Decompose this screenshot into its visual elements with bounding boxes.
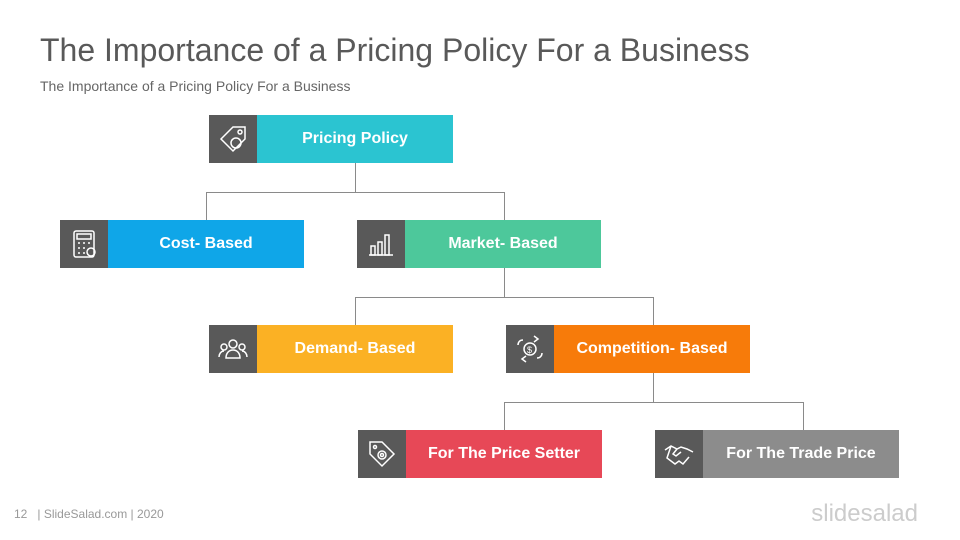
- footer-text: | SlideSalad.com | 2020: [37, 507, 164, 521]
- node-label: Competition- Based: [554, 325, 750, 373]
- connector: [504, 402, 505, 430]
- node-demand-based: Demand- Based: [209, 325, 453, 373]
- connector: [206, 192, 505, 193]
- node-label: Market- Based: [405, 220, 601, 268]
- node-label: Cost- Based: [108, 220, 304, 268]
- node-label: For The Price Setter: [406, 430, 602, 478]
- node-label: Demand- Based: [257, 325, 453, 373]
- connector: [504, 268, 505, 297]
- handshake-icon: [655, 430, 703, 478]
- connector: [653, 373, 654, 402]
- node-pricing-policy: Pricing Policy: [209, 115, 453, 163]
- people-group-icon: [209, 325, 257, 373]
- brand-logo: slidesalad: [811, 500, 918, 527]
- connector: [653, 297, 654, 325]
- svg-text:$: $: [527, 345, 532, 355]
- node-label: Pricing Policy: [257, 115, 453, 163]
- slide-title: The Importance of a Pricing Policy For a…: [40, 32, 750, 68]
- bar-chart-icon: [357, 220, 405, 268]
- connector: [504, 402, 804, 403]
- node-price-setter: For The Price Setter: [358, 430, 602, 478]
- tag-gear-icon: [358, 430, 406, 478]
- connector: [803, 402, 804, 430]
- connector: [355, 163, 356, 192]
- calculator-icon: [60, 220, 108, 268]
- money-exchange-icon: $: [506, 325, 554, 373]
- node-market-based: Market- Based: [357, 220, 601, 268]
- connector: [355, 297, 654, 298]
- node-competition-based: $ Competition- Based: [506, 325, 750, 373]
- page-number: 12: [14, 507, 28, 521]
- node-trade-price: For The Trade Price: [655, 430, 899, 478]
- slide-subtitle: The Importance of a Pricing Policy For a…: [40, 78, 351, 94]
- footer: 12 | SlideSalad.com | 2020: [14, 507, 164, 521]
- price-tag-shield-icon: [209, 115, 257, 163]
- connector: [206, 192, 207, 220]
- connector: [355, 297, 356, 325]
- connector: [504, 192, 505, 220]
- node-cost-based: Cost- Based: [60, 220, 304, 268]
- node-label: For The Trade Price: [703, 430, 899, 478]
